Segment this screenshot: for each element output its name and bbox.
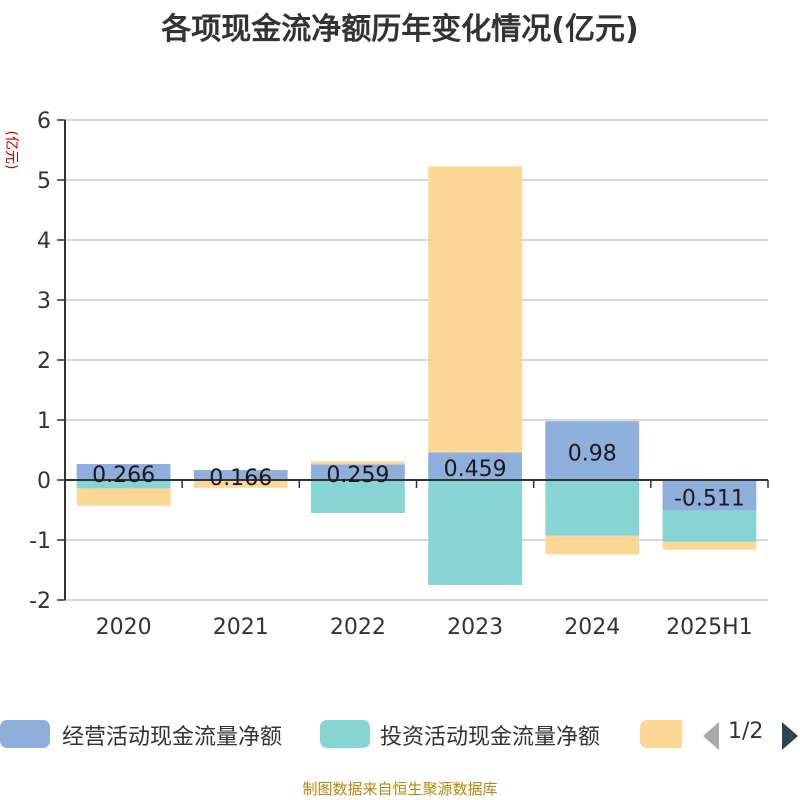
x-tick-label: 2021 [213,615,269,640]
bar-operating-2024 [545,421,640,480]
bar-operating-2021 [193,470,288,480]
bar-investing-2020 [76,480,171,489]
bar-third-series-2024 [545,535,640,555]
bar-operating-2023 [428,452,522,480]
bar-third-series-2023 [428,166,522,453]
legend-swatch-investing [320,720,370,748]
x-tick-label: 2024 [564,615,620,640]
data-label: -0.511 [674,486,745,511]
y-tick-label: -2 [29,589,51,614]
bar-investing-2025H1 [662,510,757,542]
bars [76,166,757,585]
legend-page-indicator: 1/2 [728,719,764,744]
x-tick-label: 2020 [96,615,152,640]
data-label: 0.166 [209,466,272,491]
data-label: 0.98 [568,442,617,467]
data-labels: 0.266 0.166 0.259 0.459 0.98 -0.511 [92,442,745,512]
legend-swatch-third-series [640,720,682,748]
x-tick-label: 2023 [447,615,503,640]
y-tick-label: 2 [37,349,51,374]
bar-third-series-2022 [311,461,405,465]
data-label: 0.459 [444,457,507,482]
bar-operating-2025H1 [662,480,757,511]
y-tick-label: 5 [37,169,51,194]
legend: 经营活动现金流量净额 投资活动现金流量净额 1/2 [0,716,800,752]
legend-next-page-icon[interactable] [782,722,798,750]
legend-swatch-operating [0,720,50,748]
bar-investing-2022 [311,480,405,513]
x-tick-label: 2022 [330,615,386,640]
y-tick-label: 1 [37,409,51,434]
y-tick-label: 6 [37,109,51,134]
x-tick-label: 2025H1 [666,615,753,640]
data-source-note: 制图数据来自恒生聚源数据库 [302,780,498,798]
y-tick-label: -1 [29,529,51,554]
y-tick-label: 4 [37,229,51,254]
legend-prev-page-icon[interactable] [703,722,719,750]
bar-investing-2024 [545,480,640,536]
gridlines [65,119,768,601]
data-label: 0.259 [326,463,389,488]
bar-third-series-2020 [76,488,171,506]
bar-third-series-2025H1 [662,541,757,550]
legend-label-investing: 投资活动现金流量净额 [380,725,601,750]
chart-title: 各项现金流净额历年变化情况(亿元) [161,12,639,47]
bar-third-series-2021 [193,481,288,488]
bar-operating-2022 [311,464,405,480]
legend-label-operating: 经营活动现金流量净额 [62,725,283,750]
bar-operating-2020 [76,464,171,480]
y-tick-label: 0 [37,469,51,494]
cash-flow-chart: -2 -1 0 1 2 3 4 5 6 2020 2021 2022 2023 2024 2025H1 0.… [29,109,769,640]
y-tick-label: 3 [37,289,51,314]
bar-investing-2023 [428,480,522,585]
data-label: 0.266 [92,463,155,488]
axes: -2 -1 0 1 2 3 4 5 6 2020 2021 2022 2023 2024 2025H1 [29,109,769,640]
